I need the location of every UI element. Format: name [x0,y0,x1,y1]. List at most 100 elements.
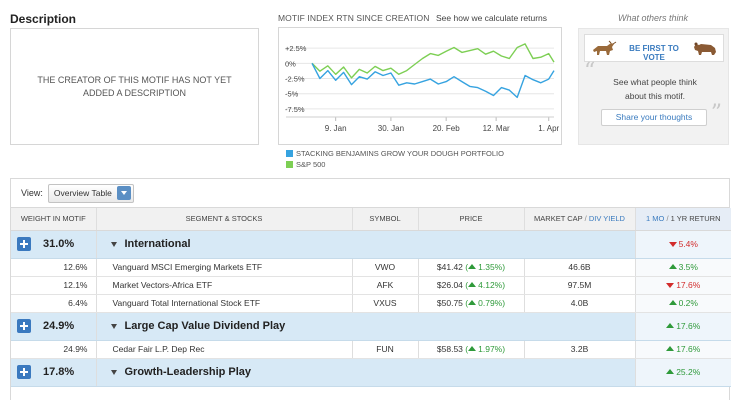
segment-weight: 31.0% [43,237,75,250]
stock-symbol[interactable]: VWO [352,258,419,277]
chevron-down-icon[interactable] [116,186,131,200]
arrow-up-icon [666,346,675,352]
expand-plus-icon[interactable] [17,365,31,379]
expand-plus-icon[interactable] [17,319,31,333]
table-body: 31.0% International 5.4% 12.6% Vanguard MSCI… [11,230,731,387]
calc-returns-link[interactable]: See how we calculate returns [436,13,548,23]
header-weight[interactable]: WEIGHT IN MOTIF [11,208,97,231]
stock-price-cell: $58.53 (1.97%) [418,340,525,359]
arrow-up-icon [468,264,477,270]
view-select[interactable]: Overview Table [47,183,134,203]
stock-name[interactable]: Vanguard Total International Stock ETF [96,294,353,313]
series-line-sp500 [311,43,555,79]
stock-symbol[interactable]: AFK [352,276,419,295]
stock-return: 17.6% [676,280,701,290]
stock-symbol[interactable]: VXUS [352,294,419,313]
segment-row[interactable]: 31.0% International 5.4% [11,230,731,259]
segment-weight: 17.8% [43,365,75,378]
segment-name-cell[interactable]: Large Cap Value Dividend Play [96,312,636,341]
expand-plus-icon[interactable] [17,237,31,251]
stock-price: $41.42 [436,262,463,272]
stock-price-change: 1.97% [478,344,503,354]
y-tick-label: -2.5% [285,75,305,84]
social-text-line2: about this motif. [624,91,685,101]
y-tick-label: -5% [285,90,299,99]
collapse-triangle-icon[interactable] [110,323,117,329]
stock-weight: 12.6% [11,258,97,277]
segment-return: 25.2% [676,367,701,377]
arrow-up-icon [668,264,677,270]
header-return-1mo[interactable]: 1 MO [646,214,665,224]
description-text: THE CREATOR OF THIS MOTIF HAS NOT YET AD… [37,74,232,98]
segment-row[interactable]: 24.9% Large Cap Value Dividend Play 17.6% [11,312,731,341]
segment-name-cell[interactable]: International [96,230,636,259]
description-box: THE CREATOR OF THIS MOTIF HAS NOT YET AD… [10,28,259,145]
table-row[interactable]: 12.6% Vanguard MSCI Emerging Markets ETF V… [11,258,731,277]
stock-return: 3.5% [678,262,698,272]
header-symbol[interactable]: SYMBOL [352,208,419,231]
segment-weight: 24.9% [43,319,75,332]
table-row[interactable]: 24.9% Cedar Fair L.P. Dep Rec FUN $58.53 (1… [11,340,731,359]
stock-market-cap: 46.6B [524,258,636,277]
arrow-down-icon [668,242,677,248]
header-mcap-label[interactable]: MARKET CAP [534,214,583,224]
segment-return: 17.6% [676,321,701,331]
social-text-line1: See what people think [613,77,697,87]
bear-icon [694,42,716,55]
chart-title: MOTIF INDEX RTN SINCE CREATION [278,13,430,23]
segment-weight-cell: 31.0% [11,230,97,259]
share-thoughts-button[interactable]: Share your thoughts [601,109,707,126]
stock-name[interactable]: Cedar Fair L.P. Dep Rec [96,340,353,359]
stock-name[interactable]: Vanguard MSCI Emerging Markets ETF [96,258,353,277]
stock-market-cap: 97.5M [524,276,636,295]
stock-return-cell: 17.6% [635,340,731,359]
quote-open-icon: “ [584,59,596,84]
header-return-1yr[interactable]: 1 YR RETURN [670,214,721,224]
y-tick-label: 0% [285,59,296,68]
header-return[interactable]: 1 MO / 1 YR RETURN [635,208,731,231]
segment-return: 5.4% [678,239,698,249]
stock-name[interactable]: Market Vectors-Africa ETF [96,276,353,295]
table-row[interactable]: 12.1% Market Vectors-Africa ETF AFK $26.04 … [11,276,731,295]
header-mcap[interactable]: MARKET CAP / DIV YIELD [524,208,636,231]
view-label: View: [21,188,43,198]
vote-label: BE FIRST TO VOTE [629,44,679,62]
legend-item-portfolio: STACKING BENJAMINS GROW YOUR DOUGH PORTF… [286,148,504,159]
stock-price: $58.53 [436,344,463,354]
collapse-triangle-icon[interactable] [110,369,117,375]
header-div-yield[interactable]: DIV YIELD [588,214,625,224]
stock-weight: 6.4% [11,294,97,313]
table-row[interactable]: 6.4% Vanguard Total International Stock E… [11,294,731,313]
stock-return-cell: 3.5% [635,258,731,277]
x-tick-label: 20. Feb [433,124,461,133]
stock-return-cell: 17.6% [635,276,731,295]
x-tick-label: 30. Jan [378,124,404,133]
arrow-up-icon [468,346,477,352]
header-segment[interactable]: SEGMENT & STOCKS [96,208,353,231]
legend-label-portfolio: STACKING BENJAMINS GROW YOUR DOUGH PORTF… [296,149,504,158]
arrow-up-icon [666,369,675,375]
arrow-down-icon [666,283,675,289]
stock-price: $26.04 [436,280,463,290]
vote-button[interactable]: BE FIRST TO VOTE [584,34,724,62]
view-bar: View: Overview Table [11,179,729,208]
stock-weight: 12.1% [11,276,97,295]
stock-price-change: 0.79% [478,298,503,308]
header-price[interactable]: PRICE [418,208,525,231]
segment-name: Growth-Leadership Play [124,366,252,378]
stock-return: 0.2% [678,298,698,308]
stock-price-cell: $26.04 (4.12%) [418,276,525,295]
stock-symbol[interactable]: FUN [352,340,419,359]
arrow-up-icon [468,282,477,288]
stock-price-cell: $50.75 (0.79%) [418,294,525,313]
x-tick-label: 9. Jan [325,124,347,133]
segment-name-cell[interactable]: Growth-Leadership Play [96,358,636,387]
stock-price-change: 4.12% [478,280,503,290]
segment-row[interactable]: 17.8% Growth-Leadership Play 25.2% [11,358,731,387]
collapse-triangle-icon[interactable] [110,241,117,247]
segment-return-cell: 5.4% [635,230,731,259]
arrow-up-icon [666,323,675,329]
y-tick-label: +2.5% [285,44,307,53]
view-select-value: Overview Table [53,188,112,198]
social-text: See what people think about this motif. [599,75,711,103]
